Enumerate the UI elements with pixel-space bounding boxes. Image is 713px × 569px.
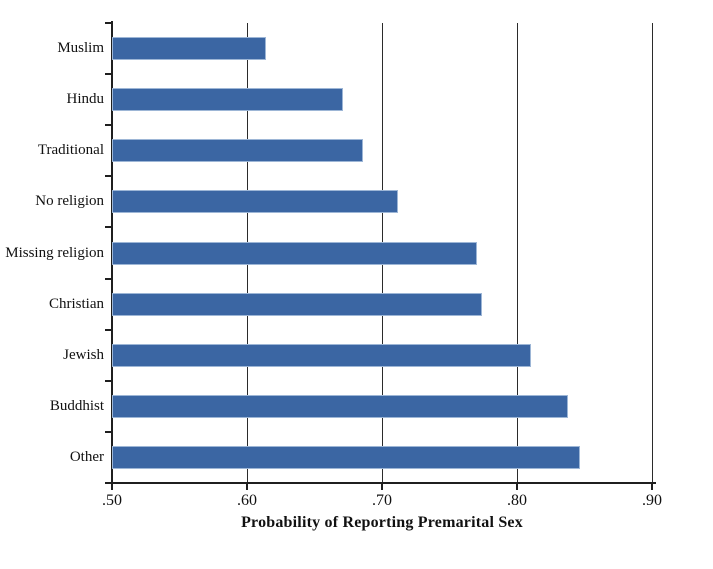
bar-jewish [112, 343, 531, 367]
x-axis-tick [651, 484, 653, 490]
y-axis-tick [105, 175, 112, 178]
y-axis-tick [105, 379, 112, 382]
category-label: Hindu [66, 91, 105, 108]
y-axis-tick [105, 73, 112, 76]
category-label: Muslim [57, 40, 104, 57]
x-axis-title: Probability of Reporting Premarital Sex [241, 514, 523, 531]
y-axis-tick [105, 124, 112, 127]
x-axis-tick [381, 484, 383, 490]
bar-christian [112, 292, 482, 316]
x-axis-tick [516, 484, 518, 490]
y-axis-tick [105, 22, 112, 24]
category-label: No religion [35, 193, 104, 210]
bar-no-religion [112, 190, 399, 214]
gridline [516, 23, 518, 483]
bar-traditional [112, 139, 364, 163]
y-axis-tick [105, 430, 112, 433]
x-tick-label: .50 [102, 492, 122, 509]
gridline [651, 23, 653, 483]
bar-buddhist [112, 394, 569, 418]
x-tick-label: .90 [642, 492, 662, 509]
bar-hindu [112, 88, 343, 112]
bar-muslim [112, 37, 266, 61]
x-axis-tick [246, 484, 248, 490]
category-label: Other [69, 448, 104, 465]
category-label: Christian [49, 295, 104, 312]
bar-other [112, 445, 581, 469]
x-tick-label: .80 [507, 492, 527, 509]
y-axis-tick [105, 482, 112, 484]
category-label: Traditional [37, 142, 104, 159]
y-axis-tick [105, 328, 112, 331]
y-axis-tick [105, 277, 112, 280]
x-axis-tick [111, 484, 113, 490]
x-tick-label: .60 [237, 492, 257, 509]
x-tick-label: .70 [372, 492, 392, 509]
category-label: Jewish [63, 346, 104, 363]
y-axis-tick [105, 226, 112, 229]
category-label: Missing religion [5, 244, 104, 261]
bar-missing-religion [112, 241, 477, 265]
category-label: Buddhist [49, 397, 104, 414]
x-axis-line [111, 482, 656, 484]
